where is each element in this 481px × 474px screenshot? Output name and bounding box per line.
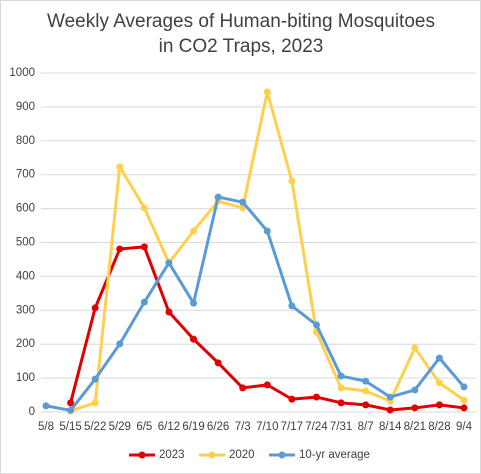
y-tick-label: 500 <box>16 237 35 249</box>
point <box>362 387 370 395</box>
x-tick-label: 7/17 <box>281 421 303 433</box>
point <box>42 402 50 410</box>
point <box>214 359 222 367</box>
point <box>337 399 345 407</box>
point <box>435 354 443 362</box>
y-tick-label: 0 <box>29 406 35 418</box>
point <box>288 302 296 310</box>
point <box>386 406 394 414</box>
point <box>411 344 419 352</box>
x-tick-label: 8/28 <box>428 421 450 433</box>
point <box>116 245 124 253</box>
point <box>190 299 198 307</box>
point <box>91 304 99 312</box>
point <box>460 383 468 391</box>
x-tick-label: 6/19 <box>182 421 204 433</box>
x-tick-label: 6/12 <box>158 421 180 433</box>
point <box>165 259 173 267</box>
y-tick-label: 600 <box>16 203 35 215</box>
point <box>460 396 468 404</box>
legend-label: 10-yr average <box>299 449 370 461</box>
point <box>288 177 296 185</box>
x-tick-label: 7/24 <box>305 421 328 433</box>
legend-label: 2023 <box>159 449 185 461</box>
legend-label: 2020 <box>229 449 255 461</box>
point <box>386 393 394 401</box>
point <box>312 393 320 401</box>
y-tick-label: 900 <box>16 101 35 113</box>
point <box>362 377 370 385</box>
point <box>190 335 198 343</box>
point <box>460 404 468 412</box>
point <box>362 401 370 409</box>
point <box>239 384 247 392</box>
y-tick-label: 1000 <box>9 67 35 79</box>
x-tick-label: 6/26 <box>207 421 229 433</box>
point <box>165 308 173 316</box>
point <box>435 401 443 409</box>
point <box>67 399 75 407</box>
point <box>91 399 99 407</box>
x-tick-label: 5/8 <box>38 421 54 433</box>
chart-title: Weekly Averages of Human-biting Mosquito… <box>47 11 435 57</box>
point <box>411 404 419 412</box>
legend-marker <box>278 451 286 459</box>
x-tick-label: 7/31 <box>330 421 352 433</box>
x-tick-label: 5/29 <box>109 421 131 433</box>
point <box>337 384 345 392</box>
point <box>337 372 345 380</box>
point <box>263 227 271 235</box>
x-tick-label: 5/22 <box>84 421 106 433</box>
x-tick-label: 5/15 <box>59 421 81 433</box>
x-tick-label: 7/10 <box>256 421 278 433</box>
y-tick-label: 400 <box>16 270 35 282</box>
x-tick-label: 8/21 <box>404 421 426 433</box>
legend-marker <box>208 451 216 459</box>
point <box>140 243 148 251</box>
x-tick-label: 7/3 <box>235 421 251 433</box>
point <box>411 386 419 394</box>
y-tick-label: 300 <box>16 304 35 316</box>
point <box>435 379 443 387</box>
x-tick-label: 9/4 <box>456 421 473 433</box>
point <box>263 381 271 389</box>
point <box>116 163 124 171</box>
x-tick-label: 8/7 <box>358 421 374 433</box>
legend-marker <box>138 451 146 459</box>
point <box>140 204 148 212</box>
series-line <box>45 195 466 412</box>
x-tick-label: 8/14 <box>379 421 402 433</box>
y-tick-label: 800 <box>16 135 35 147</box>
point <box>67 406 75 414</box>
point <box>239 198 247 206</box>
series-line <box>70 90 465 413</box>
y-tick-label: 200 <box>16 338 35 350</box>
y-tick-label: 700 <box>16 169 35 181</box>
point <box>116 340 124 348</box>
point <box>91 375 99 383</box>
point <box>140 298 148 306</box>
point <box>214 193 222 201</box>
x-tick-label: 6/5 <box>136 421 152 433</box>
point <box>263 88 271 96</box>
y-tick-label: 100 <box>16 372 35 384</box>
point <box>190 227 198 235</box>
point <box>312 321 320 329</box>
point <box>288 395 296 403</box>
